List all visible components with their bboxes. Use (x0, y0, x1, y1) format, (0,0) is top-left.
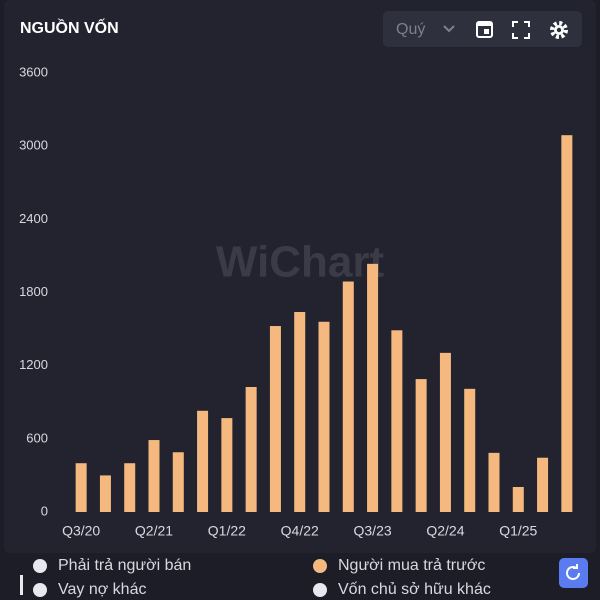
bar (561, 135, 573, 513)
bar (172, 452, 184, 512)
bar (124, 463, 136, 512)
legend-label[interactable]: Phải trả người bán (58, 557, 191, 574)
bar (342, 281, 354, 512)
reset-button[interactable] (559, 558, 588, 588)
legend-marker (313, 583, 327, 597)
toolbar (383, 11, 582, 47)
chart-title: NGUỒN VỐN (20, 17, 119, 37)
x-tick-label: Q2/24 (426, 523, 464, 539)
y-tick-label: 2400 (19, 211, 48, 226)
x-tick-label: Q4/22 (281, 523, 319, 539)
bar (415, 379, 427, 512)
legend-marker (33, 583, 47, 597)
bar (148, 440, 160, 512)
legend-marker (313, 559, 327, 573)
bar (197, 410, 209, 512)
y-tick-label: 1200 (19, 357, 48, 372)
calendar-icon[interactable] (476, 21, 493, 38)
y-tick-label: 1800 (19, 284, 48, 299)
bar (75, 463, 87, 512)
settings-icon[interactable] (550, 21, 568, 39)
dropdown-arrow[interactable] (443, 25, 455, 33)
bar (512, 487, 524, 512)
fullscreen-icon[interactable] (512, 21, 530, 39)
bar (464, 388, 476, 512)
legend-label[interactable]: Người mua trả trước (338, 557, 485, 574)
y-tick-label: 3600 (19, 64, 48, 79)
legend-label[interactable]: Vốn chủ sở hữu khác (338, 581, 491, 598)
bar (488, 452, 500, 512)
bar (439, 352, 451, 512)
x-tick-label: Q3/20 (62, 523, 100, 539)
bar (391, 330, 403, 512)
bar (221, 418, 233, 512)
bar (269, 326, 281, 512)
legend-marker (33, 559, 47, 573)
bar (367, 263, 379, 512)
y-tick-label: 0 (41, 503, 48, 518)
y-tick-label: 3000 (19, 138, 48, 153)
bar (318, 321, 330, 512)
scroll-indicator (20, 575, 23, 595)
bar (245, 387, 257, 512)
bar (294, 312, 306, 512)
bar (99, 475, 111, 512)
x-tick-label: Q1/22 (208, 523, 246, 539)
x-tick-label: Q2/21 (135, 523, 173, 539)
y-tick-label: 600 (26, 430, 48, 445)
x-tick-label: Q1/25 (499, 523, 537, 539)
period-select[interactable]: Quý (396, 21, 425, 38)
reset-icon[interactable] (566, 564, 580, 580)
x-tick-label: Q3/23 (354, 523, 392, 539)
bar (537, 457, 549, 512)
watermark: WiChart (216, 238, 385, 287)
legend-label[interactable]: Vay nợ khác (58, 581, 146, 598)
